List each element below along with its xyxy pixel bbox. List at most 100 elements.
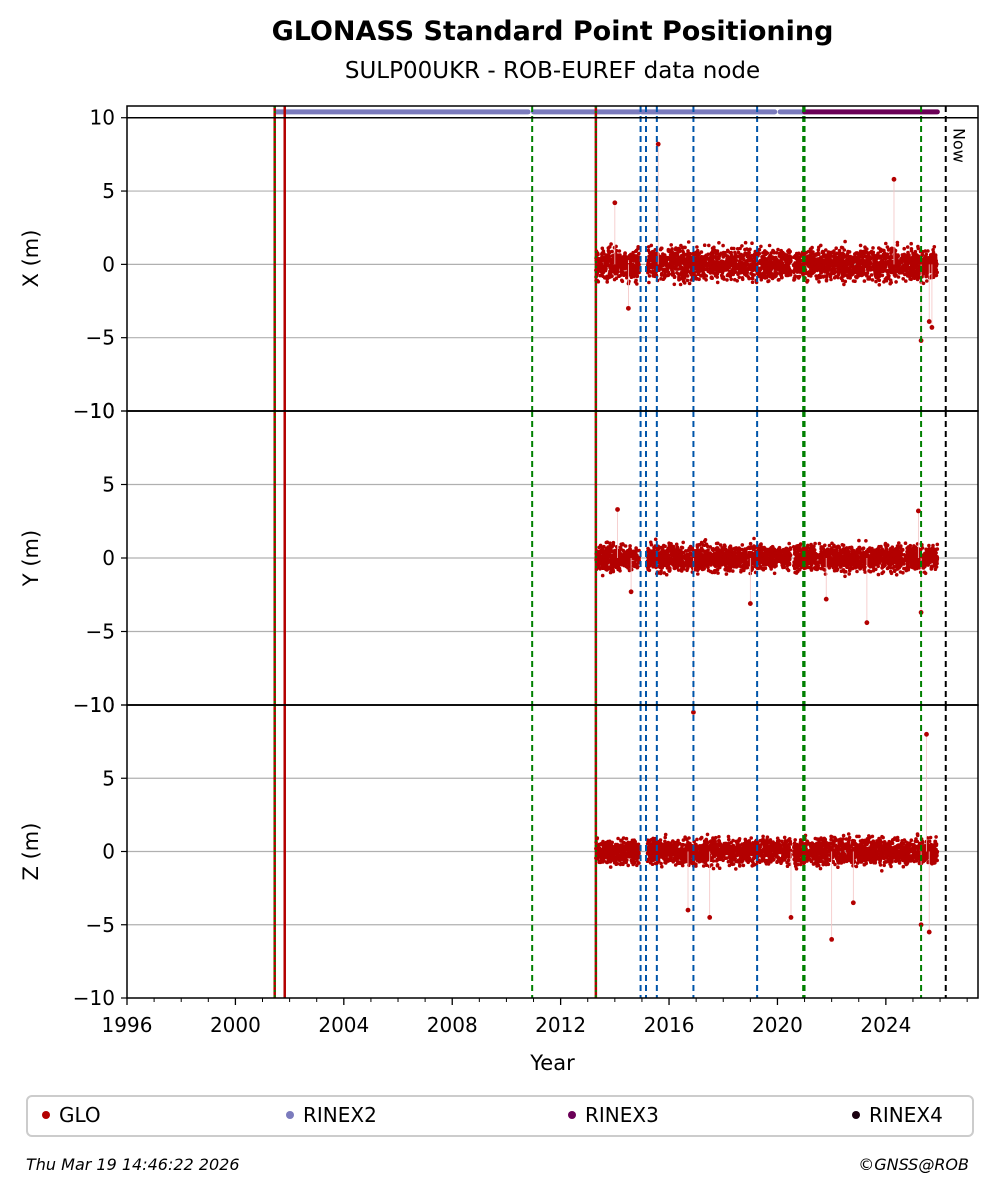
data-point: [844, 263, 848, 267]
data-point: [631, 560, 636, 565]
data-point: [933, 253, 938, 257]
data-point: [712, 547, 717, 552]
data-point: [787, 265, 791, 270]
data-point: [678, 282, 683, 287]
y-tick-label: 5: [102, 179, 115, 203]
data-point: [598, 543, 603, 548]
data-point: [737, 259, 742, 263]
data-point: [712, 262, 717, 267]
data-point: [781, 254, 785, 259]
data-point: [614, 270, 619, 275]
data-point: [856, 252, 860, 256]
data-point: [743, 240, 748, 245]
data-point: [685, 274, 690, 278]
data-point: [903, 541, 908, 545]
data-point: [702, 243, 707, 247]
data-point: [840, 251, 845, 256]
data-point: [683, 245, 687, 250]
data-point: [686, 240, 691, 244]
data-point: [762, 275, 767, 280]
data-point: [614, 248, 619, 253]
data-point: [629, 554, 633, 558]
now-label: Now: [950, 128, 969, 163]
data-point: [664, 572, 669, 577]
data-point: [842, 259, 846, 264]
data-point: [815, 257, 819, 261]
data-point: [819, 259, 823, 264]
data-point: [778, 251, 782, 256]
data-point: [609, 273, 613, 278]
data-point: [605, 549, 610, 553]
data-point: [743, 247, 747, 252]
data-point: [700, 268, 705, 272]
data-point: [916, 246, 921, 251]
data-point: [687, 251, 691, 256]
data-point: [722, 543, 727, 547]
data-point: [850, 262, 854, 267]
data-point: [777, 550, 782, 554]
data-point: [676, 259, 680, 264]
data-point: [909, 266, 914, 271]
data-point: [713, 271, 717, 276]
data-point: [931, 255, 935, 260]
data-point: [717, 264, 722, 269]
data-point: [622, 273, 626, 278]
data-point: [889, 266, 893, 271]
data-point: [896, 269, 900, 274]
data-point: [661, 543, 666, 548]
data-point: [829, 277, 833, 282]
data-point: [858, 260, 862, 265]
data-point: [765, 257, 770, 261]
data-point: [878, 261, 882, 265]
data-point: [650, 256, 654, 260]
data-point: [862, 279, 867, 283]
data-point: [633, 254, 637, 258]
data-point: [911, 274, 916, 279]
data-point: [811, 252, 816, 257]
data-point: [677, 278, 681, 282]
data-point: [621, 261, 625, 266]
data-point: [653, 537, 658, 542]
data-point: [775, 251, 779, 255]
data-point: [648, 269, 652, 274]
data-point: [907, 271, 911, 275]
data-point: [834, 274, 838, 279]
data-point: [733, 250, 737, 255]
data-point: [855, 569, 859, 574]
data-point: [720, 260, 725, 264]
data-point: [834, 246, 838, 250]
data-point: [631, 250, 635, 255]
y-tick-label: 0: [102, 546, 115, 570]
data-point: [787, 552, 792, 557]
data-point: [876, 276, 880, 281]
data-point: [786, 559, 790, 564]
data-point: [608, 258, 612, 263]
data-point: [729, 277, 733, 282]
data-point: [729, 548, 734, 552]
data-point: [704, 278, 708, 282]
data-point: [713, 568, 718, 573]
data-point: [885, 245, 890, 249]
data-point: [707, 243, 711, 248]
data-point: [851, 267, 856, 272]
data-point: [770, 544, 775, 549]
data-point: [765, 548, 770, 553]
data-point: [888, 256, 893, 261]
data-point: [617, 249, 622, 253]
data-point: [695, 245, 699, 249]
data-point: [696, 572, 700, 576]
data-point: [900, 255, 904, 260]
data-point: [773, 264, 777, 269]
data-point: [750, 276, 755, 281]
data-point: [601, 274, 605, 279]
data-point: [743, 272, 747, 277]
data-point: [609, 242, 613, 246]
data-point: [750, 272, 755, 277]
data-point: [631, 262, 635, 267]
data-point: [715, 564, 720, 568]
data-point: [881, 269, 885, 274]
data-point: [609, 261, 614, 265]
data-point: [760, 551, 764, 556]
data-point: [763, 566, 768, 570]
data-point: [713, 248, 717, 253]
